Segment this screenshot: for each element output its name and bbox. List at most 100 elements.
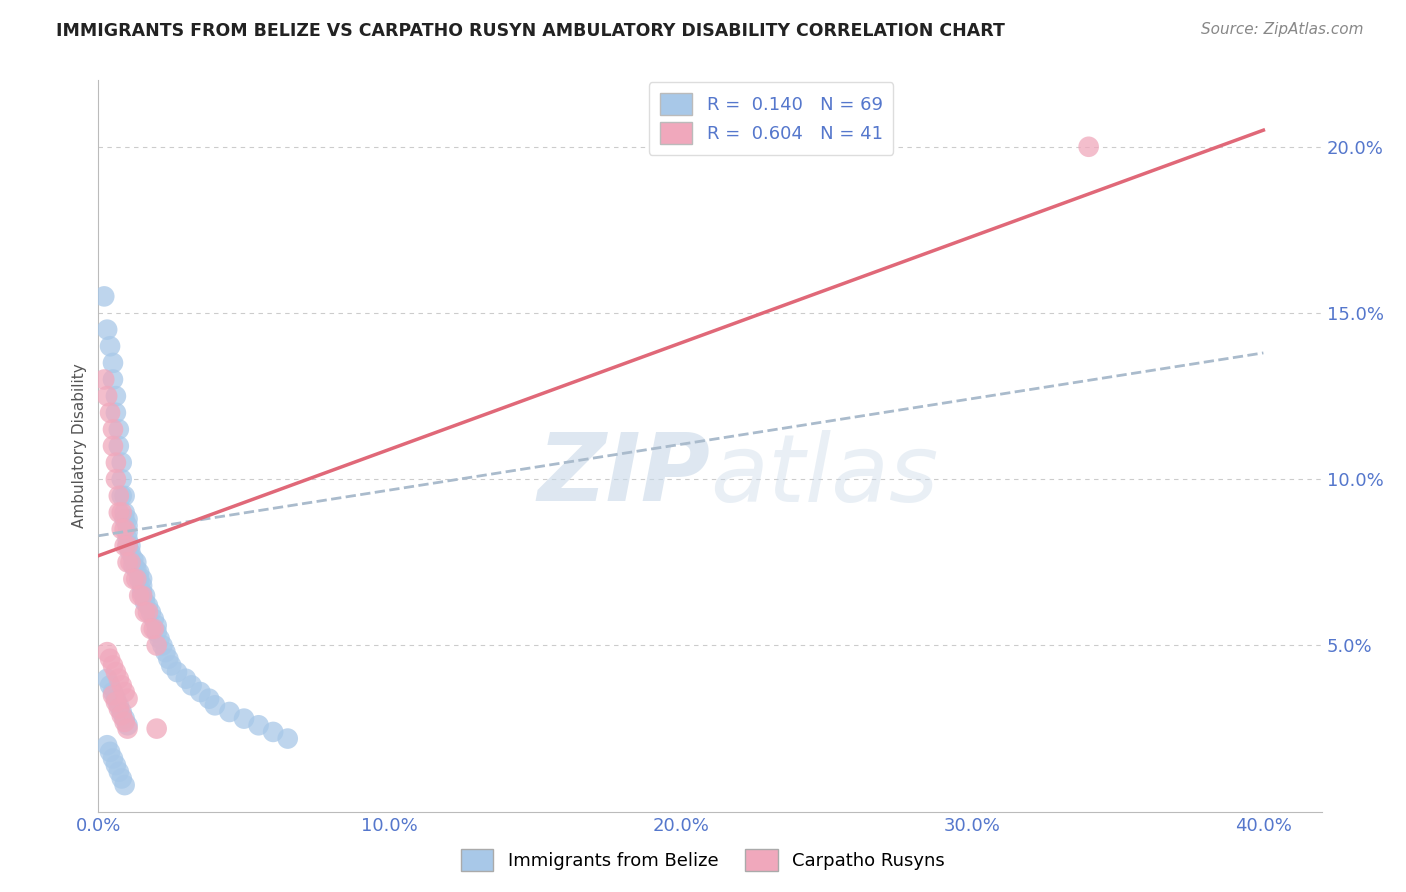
Point xyxy=(145,639,167,653)
Point xyxy=(114,522,136,536)
Point xyxy=(108,698,131,713)
Point xyxy=(98,406,121,420)
Point xyxy=(101,372,124,386)
Point xyxy=(111,489,134,503)
Point xyxy=(120,555,142,569)
Point xyxy=(145,722,167,736)
Point xyxy=(96,323,118,337)
Point xyxy=(108,506,131,520)
Point xyxy=(142,622,165,636)
Point xyxy=(93,289,115,303)
Point xyxy=(117,555,139,569)
Text: IMMIGRANTS FROM BELIZE VS CARPATHO RUSYN AMBULATORY DISABILITY CORRELATION CHART: IMMIGRANTS FROM BELIZE VS CARPATHO RUSYN… xyxy=(56,22,1005,40)
Point xyxy=(114,539,136,553)
Point xyxy=(233,712,256,726)
Point xyxy=(104,665,127,679)
Point xyxy=(98,339,121,353)
Point xyxy=(96,389,118,403)
Point xyxy=(104,389,127,403)
Point xyxy=(101,422,124,436)
Point xyxy=(136,605,159,619)
Point xyxy=(108,439,131,453)
Point xyxy=(111,522,134,536)
Point xyxy=(111,506,134,520)
Point xyxy=(101,658,124,673)
Point xyxy=(149,632,172,646)
Point xyxy=(111,708,134,723)
Text: atlas: atlas xyxy=(710,430,938,521)
Point xyxy=(142,612,165,626)
Point xyxy=(108,701,131,715)
Point xyxy=(101,356,124,370)
Point xyxy=(117,532,139,546)
Point xyxy=(111,772,134,786)
Point xyxy=(145,625,167,640)
Point xyxy=(111,705,134,719)
Point xyxy=(96,672,118,686)
Point xyxy=(125,562,148,576)
Point xyxy=(104,695,127,709)
Point xyxy=(120,545,142,559)
Point xyxy=(98,745,121,759)
Point xyxy=(277,731,299,746)
Point xyxy=(131,589,153,603)
Point xyxy=(117,539,139,553)
Point xyxy=(128,589,150,603)
Point xyxy=(262,725,284,739)
Y-axis label: Ambulatory Disability: Ambulatory Disability xyxy=(72,364,87,528)
Point xyxy=(93,372,115,386)
Point xyxy=(1077,140,1099,154)
Point xyxy=(134,605,156,619)
Point xyxy=(117,512,139,526)
Point xyxy=(108,764,131,779)
Point xyxy=(188,685,212,699)
Point xyxy=(96,645,118,659)
Point xyxy=(114,685,136,699)
Point xyxy=(152,639,174,653)
Point xyxy=(117,539,139,553)
Point xyxy=(122,558,145,573)
Point xyxy=(108,672,131,686)
Point xyxy=(180,678,202,692)
Point xyxy=(128,572,150,586)
Point xyxy=(104,472,127,486)
Legend: Immigrants from Belize, Carpatho Rusyns: Immigrants from Belize, Carpatho Rusyns xyxy=(454,842,952,879)
Point xyxy=(114,506,136,520)
Point xyxy=(104,758,127,772)
Point xyxy=(218,705,240,719)
Point xyxy=(98,652,121,666)
Point xyxy=(117,691,139,706)
Point xyxy=(111,456,134,470)
Point xyxy=(104,406,127,420)
Point xyxy=(114,512,136,526)
Point xyxy=(101,439,124,453)
Point xyxy=(101,685,124,699)
Point xyxy=(101,689,124,703)
Point xyxy=(198,691,221,706)
Point xyxy=(111,678,134,692)
Point xyxy=(125,555,148,569)
Point xyxy=(117,525,139,540)
Point xyxy=(166,665,188,679)
Point xyxy=(145,618,167,632)
Point xyxy=(120,539,142,553)
Point xyxy=(122,572,145,586)
Point xyxy=(122,552,145,566)
Text: Source: ZipAtlas.com: Source: ZipAtlas.com xyxy=(1201,22,1364,37)
Point xyxy=(104,456,127,470)
Point xyxy=(134,589,156,603)
Point xyxy=(111,472,134,486)
Point xyxy=(139,605,162,619)
Point xyxy=(108,422,131,436)
Point xyxy=(247,718,270,732)
Point xyxy=(131,579,153,593)
Point xyxy=(131,585,153,599)
Text: ZIP: ZIP xyxy=(537,429,710,521)
Point xyxy=(131,572,153,586)
Point xyxy=(98,678,121,692)
Point xyxy=(160,658,183,673)
Point xyxy=(117,518,139,533)
Point xyxy=(139,622,162,636)
Point xyxy=(114,712,136,726)
Point xyxy=(101,751,124,765)
